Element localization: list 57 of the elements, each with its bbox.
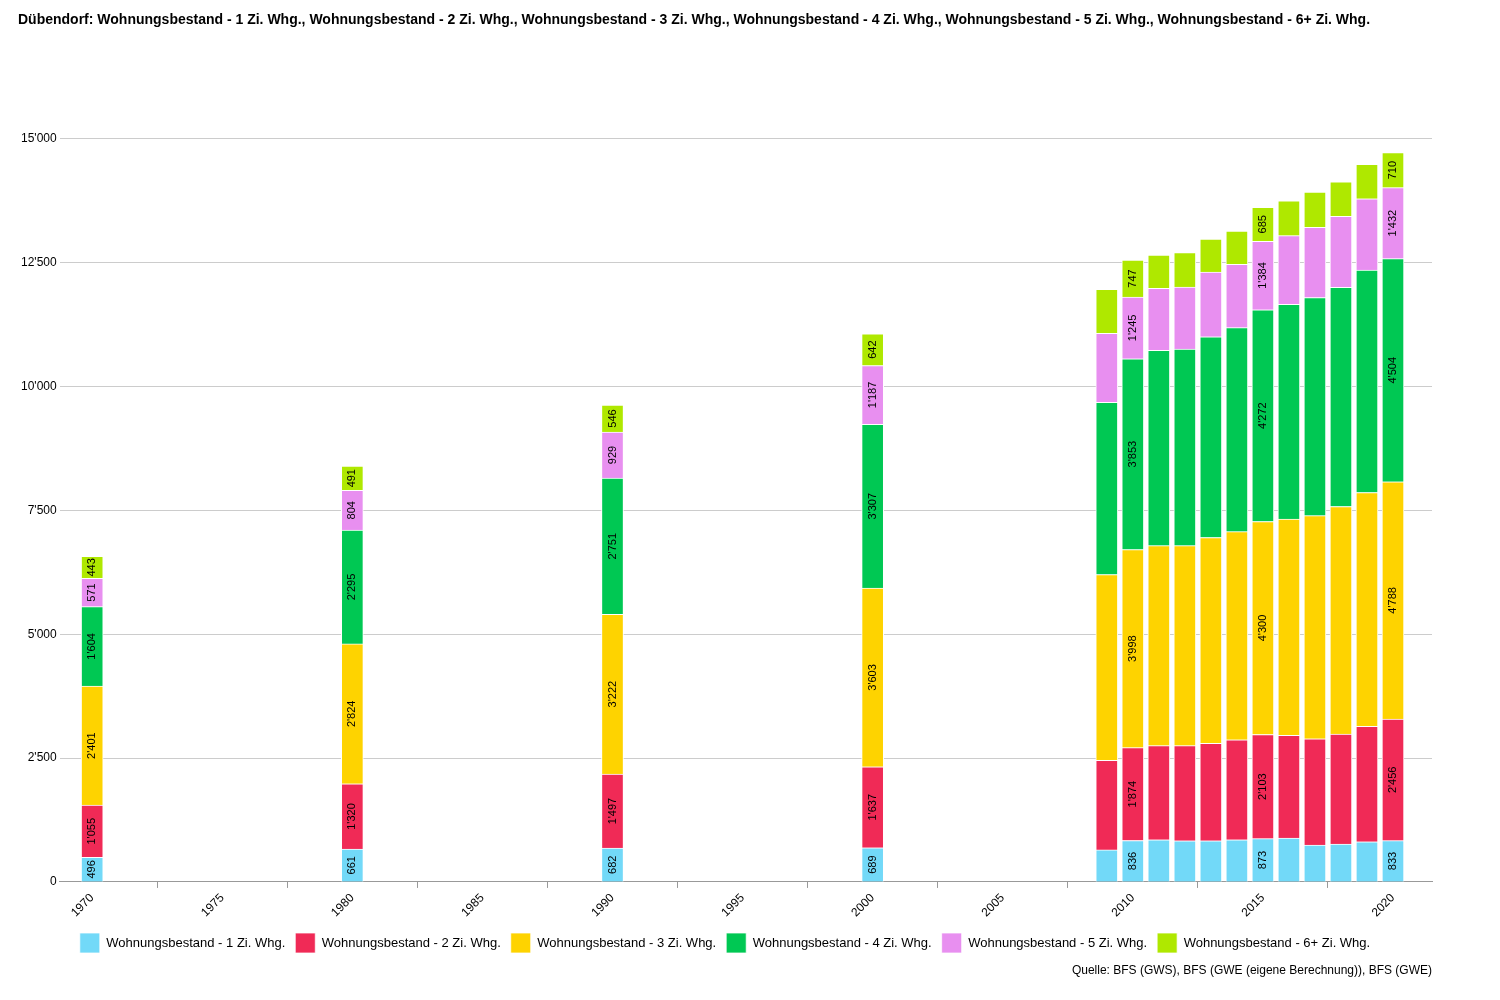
y-tick-label: 0 [49,874,57,889]
legend-label: Wohnungsbestand - 3 Zi. Whg. [537,934,717,950]
legend-label: Wohnungsbestand - 1 Zi. Whg. [106,934,286,950]
data-label: 1'055 [85,817,98,845]
data-label: 1'497 [605,797,618,825]
data-label: 1'874 [1125,780,1138,808]
chart-title: Dübendorf: Wohnungsbestand - 1 Zi. Whg., Wohnungsbestand - 2 Zi. Whg., Wohnungsbestand - 3 Zi. Whg., Wohnungsbestand - 4 Zi. Whg., Wohnungsbestand - 5 Zi. Whg., Wohnungsbestand - 6+ Zi. Whg. [18,11,1371,28]
data-label: 1'187 [865,381,878,409]
data-label: 929 [605,445,618,465]
data-label: 661 [345,856,358,875]
data-label: 4'272 [1255,402,1268,429]
data-label: 836 [1125,851,1138,871]
data-label: 689 [865,855,878,874]
data-label: 4'300 [1255,614,1268,642]
y-tick-label: 12'500 [20,254,57,269]
data-label: 804 [345,501,358,520]
data-label: 443 [85,558,98,577]
data-label: 2'824 [345,700,358,728]
data-label: 3'998 [1125,635,1138,662]
y-tick-label: 5'000 [27,626,57,641]
data-label: 1'245 [1125,314,1138,342]
data-label: 2'401 [85,732,98,759]
data-label: 4'504 [1386,356,1399,384]
data-label: 642 [865,340,878,359]
y-tick-label: 15'000 [20,131,57,146]
legend-label: Wohnungsbestand - 6+ Zi. Whg. [1183,934,1371,950]
data-label: 747 [1125,269,1138,288]
data-label: 491 [345,469,358,488]
data-label: 3'853 [1125,440,1138,468]
y-tick-label: 2'500 [27,750,57,765]
y-tick-label: 10'000 [20,378,57,393]
data-label: 1'637 [865,793,878,821]
data-label: 1'432 [1386,209,1399,237]
data-label: 1'320 [345,803,358,830]
legend-label: Wohnungsbestand - 2 Zi. Whg. [321,934,501,950]
data-label: 3'603 [865,664,878,691]
data-label: 710 [1386,160,1399,180]
source-note: Quelle: BFS (GWS), BFS (GWE (eigene Berechnung)), BFS (GWE) [1070,963,1433,977]
data-label: 2'751 [605,532,618,560]
data-label: 546 [605,409,618,428]
y-tick-label: 7'500 [27,502,57,517]
data-label: 1'604 [85,633,98,660]
data-label: 2'295 [345,573,358,601]
data-label: 873 [1255,850,1268,870]
data-label: 833 [1386,851,1399,871]
data-label: 496 [85,860,98,879]
legend-label: Wohnungsbestand - 5 Zi. Whg. [968,934,1148,950]
data-label: 3'307 [865,492,878,520]
data-label: 2'103 [1255,773,1268,800]
data-label: 1'384 [1255,262,1268,289]
data-label: 2'456 [1386,766,1399,794]
data-label: 3'222 [605,680,618,708]
data-label: 4'788 [1386,587,1399,614]
data-label: 685 [1255,215,1268,234]
legend-label: Wohnungsbestand - 4 Zi. Whg. [752,934,932,950]
data-label: 571 [85,583,98,602]
data-label: 682 [605,855,618,874]
